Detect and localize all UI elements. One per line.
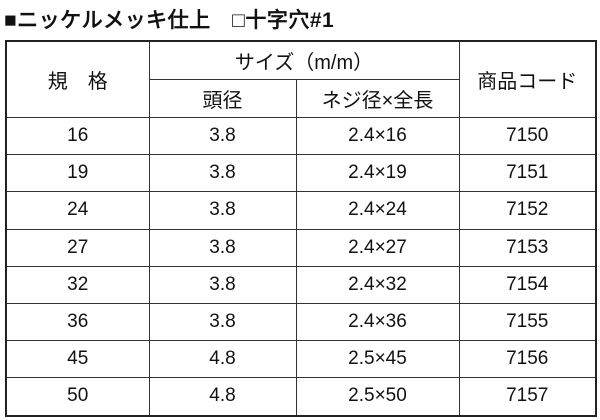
table-cell: 3.8	[148, 116, 297, 156]
spec-table: 規 格 サイズ（m/m） 商品コード 頭径 ネジ径×全長 16 3.8 2.4×16…	[5, 40, 597, 417]
table-cell: 2.4×19	[295, 154, 460, 193]
table-cell: 19	[5, 154, 150, 193]
table-cell: 2.4×27	[295, 228, 460, 267]
table-cell: 7156	[458, 340, 597, 379]
table-cell: 7151	[458, 154, 597, 193]
table-body: 16 3.8 2.4×16 7150 19 3.8 2.4×19 7151 24 3.8 2.4×2…	[5, 116, 597, 416]
table-cell: 2.5×50	[295, 377, 460, 416]
table-cell: 24	[5, 191, 150, 230]
table-cell: 7154	[458, 265, 597, 304]
table-cell: 3.8	[148, 228, 297, 267]
table-row: 32 3.8 2.4×32 7154	[5, 265, 597, 304]
table-cell: 7153	[458, 228, 597, 267]
column-header: 商品コード	[458, 40, 597, 118]
table-cell: 2.4×32	[295, 265, 460, 304]
table-cell: 7150	[458, 116, 597, 156]
table-cell: 36	[5, 302, 150, 342]
table-cell: 2.4×24	[295, 191, 460, 230]
table-row: 16 3.8 2.4×16 7150	[5, 116, 597, 156]
title: ■ニッケルメッキ仕上 □十字穴#1	[4, 9, 335, 32]
table-cell: 3.8	[148, 154, 297, 193]
table-row: 36 3.8 2.4×36 7155	[5, 302, 597, 342]
table-row: 24 3.8 2.4×24 7152	[5, 191, 597, 230]
table-cell: 32	[5, 265, 150, 304]
table-cell: 2.4×36	[295, 302, 460, 342]
table-cell: 7152	[458, 191, 597, 230]
table-cell: 7157	[458, 377, 597, 416]
table-cell: 4.8	[148, 377, 297, 416]
table-row: 45 4.8 2.5×45 7156	[5, 340, 597, 379]
table-cell: 27	[5, 228, 150, 267]
table-cell: 4.8	[148, 340, 297, 379]
table-row: 27 3.8 2.4×27 7153	[5, 228, 597, 267]
table-cell: 2.4×16	[295, 116, 460, 156]
column-header: ネジ径×全長	[295, 79, 460, 118]
table-cell: 50	[5, 377, 150, 416]
table-cell: 7155	[458, 302, 597, 342]
column-header: 規 格	[5, 40, 150, 118]
table-row: 19 3.8 2.4×19 7151	[5, 154, 597, 193]
table-cell: 3.8	[148, 302, 297, 342]
column-header: 頭径	[148, 79, 297, 118]
table-cell: 45	[5, 340, 150, 379]
column-header: サイズ（m/m）	[148, 40, 460, 80]
table-row: 50 4.8 2.5×50 7157	[5, 377, 597, 416]
table-cell: 2.5×45	[295, 340, 460, 379]
table-cell: 3.8	[148, 265, 297, 304]
table-cell: 16	[5, 116, 150, 156]
table-cell: 3.8	[148, 191, 297, 230]
